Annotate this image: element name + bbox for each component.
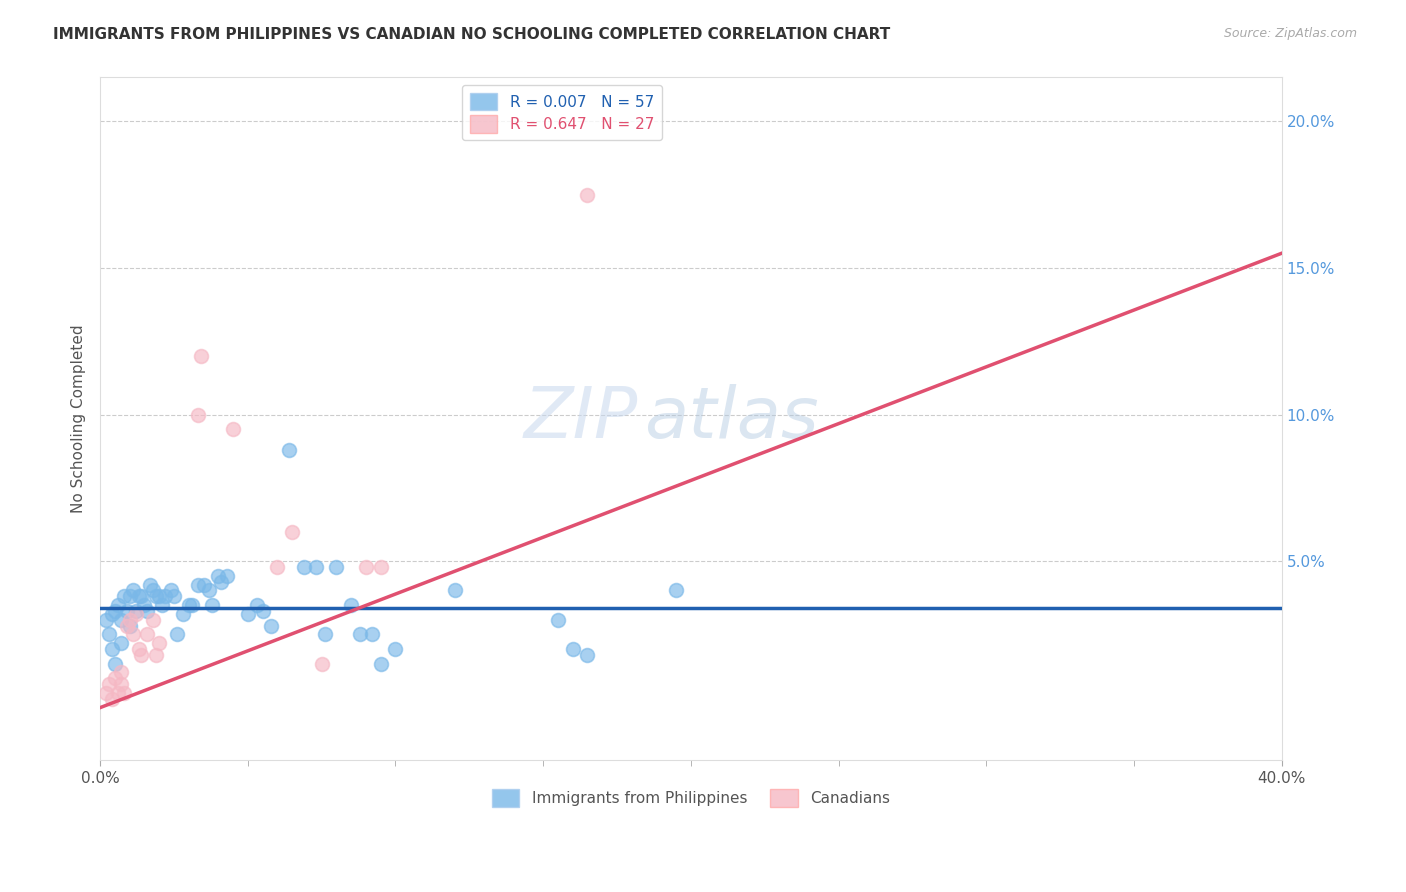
Point	[115, 604, 138, 618]
Point	[193, 577, 215, 591]
Point	[142, 613, 165, 627]
Point	[180, 598, 202, 612]
Point	[110, 665, 132, 680]
Point	[124, 604, 146, 618]
Point	[325, 560, 347, 574]
Point	[576, 187, 599, 202]
Point	[118, 613, 141, 627]
Point	[201, 598, 224, 612]
Text: IMMIGRANTS FROM PHILIPPINES VS CANADIAN NO SCHOOLING COMPLETED CORRELATION CHART: IMMIGRANTS FROM PHILIPPINES VS CANADIAN …	[53, 27, 890, 42]
Point	[281, 524, 304, 539]
Point	[163, 589, 186, 603]
Point	[98, 677, 121, 691]
Point	[112, 686, 135, 700]
Point	[104, 604, 127, 618]
Point	[118, 589, 141, 603]
Point	[136, 627, 159, 641]
Point	[160, 583, 183, 598]
Point	[198, 583, 221, 598]
Point	[145, 589, 167, 603]
Point	[148, 636, 170, 650]
Point	[101, 607, 124, 621]
Point	[246, 598, 269, 612]
Point	[101, 691, 124, 706]
Point	[107, 598, 129, 612]
Point	[98, 627, 121, 641]
Point	[110, 677, 132, 691]
Point	[576, 648, 599, 662]
Point	[443, 583, 465, 598]
Point	[153, 589, 176, 603]
Point	[94, 686, 117, 700]
Point	[172, 607, 194, 621]
Point	[354, 560, 377, 574]
Point	[187, 408, 209, 422]
Point	[134, 598, 156, 612]
Point	[139, 577, 162, 591]
Point	[107, 686, 129, 700]
Text: ZIP: ZIP	[523, 384, 638, 453]
Point	[260, 618, 283, 632]
Point	[236, 607, 259, 621]
Point	[148, 589, 170, 603]
Point	[360, 627, 382, 641]
Point	[311, 657, 333, 671]
Point	[131, 589, 153, 603]
Point	[131, 648, 153, 662]
Point	[547, 613, 569, 627]
Point	[187, 577, 209, 591]
Point	[266, 560, 288, 574]
Point	[112, 589, 135, 603]
Point	[305, 560, 328, 574]
Point	[128, 589, 150, 603]
Point	[110, 613, 132, 627]
Point	[128, 642, 150, 657]
Point	[190, 349, 212, 363]
Point	[145, 648, 167, 662]
Point	[370, 657, 392, 671]
Point	[124, 607, 146, 621]
Point	[150, 598, 173, 612]
Point	[217, 568, 239, 582]
Point	[136, 604, 159, 618]
Point	[349, 627, 371, 641]
Text: atlas: atlas	[644, 384, 818, 453]
Point	[115, 618, 138, 632]
Point	[104, 657, 127, 671]
Point	[340, 598, 363, 612]
Point	[142, 583, 165, 598]
Y-axis label: No Schooling Completed: No Schooling Completed	[72, 325, 86, 513]
Point	[222, 422, 245, 436]
Point	[104, 671, 127, 685]
Point	[110, 636, 132, 650]
Point	[384, 642, 406, 657]
Point	[278, 442, 301, 457]
Point	[207, 568, 229, 582]
Point	[94, 613, 117, 627]
Point	[166, 627, 188, 641]
Point	[121, 627, 143, 641]
Point	[370, 560, 392, 574]
Point	[314, 627, 336, 641]
Point	[665, 583, 688, 598]
Point	[561, 642, 583, 657]
Point	[252, 604, 274, 618]
Point	[118, 618, 141, 632]
Point	[292, 560, 315, 574]
Point	[177, 598, 200, 612]
Point	[209, 574, 232, 589]
Legend: Immigrants from Philippines, Canadians: Immigrants from Philippines, Canadians	[484, 781, 897, 814]
Point	[101, 642, 124, 657]
Point	[121, 583, 143, 598]
Text: Source: ZipAtlas.com: Source: ZipAtlas.com	[1223, 27, 1357, 40]
